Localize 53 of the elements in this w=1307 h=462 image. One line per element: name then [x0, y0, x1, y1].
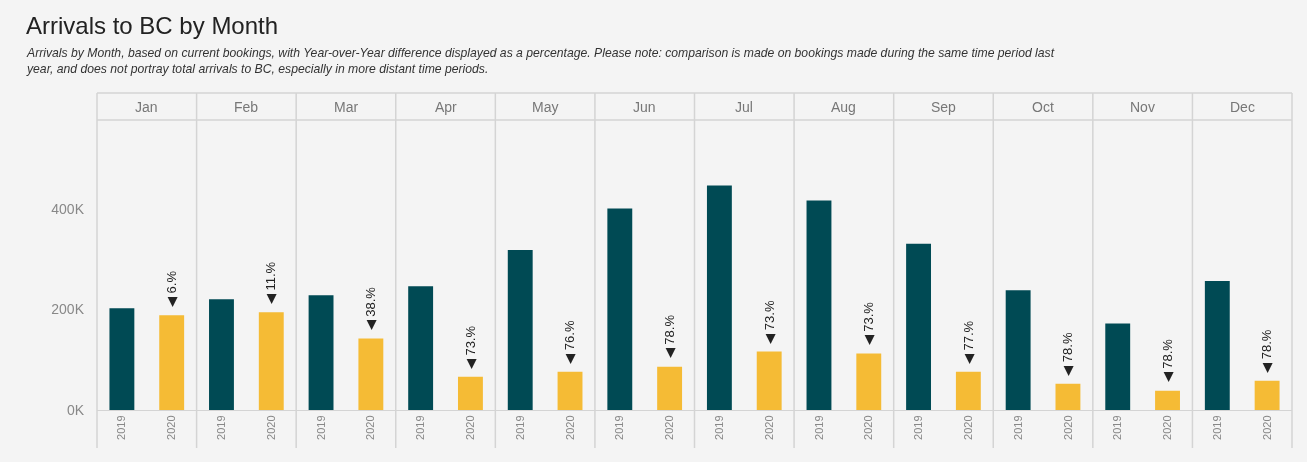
- annotation: ◀ 73.%: [462, 325, 478, 370]
- chart-title: Dec: [1230, 99, 1255, 115]
- x-tick-label: 2020: [1260, 415, 1273, 440]
- annotation: ◀ 77.%: [960, 320, 976, 365]
- annotation: ◀ 11.%: [263, 261, 279, 305]
- annotation: ◀ 78.%: [1060, 332, 1076, 376]
- y-tick-label: 200K: [51, 301, 85, 318]
- x-tick-label: 2020: [464, 415, 477, 440]
- annotation: ◀ 6.%: [164, 270, 180, 308]
- x-tick-label: 2019: [1011, 415, 1024, 440]
- x-tick-label: 2020: [1161, 415, 1174, 440]
- x-tick-label: 2020: [961, 415, 974, 440]
- chart-title: Oct: [1032, 99, 1054, 115]
- x-tick-label: 2019: [513, 415, 526, 440]
- x-tick-label: 2019: [613, 415, 626, 440]
- x-tick-label: 2019: [712, 415, 725, 440]
- chart-title: Sep: [931, 99, 957, 115]
- x-tick-label: 2019: [1210, 415, 1223, 440]
- y-tick-label: 0K: [66, 401, 85, 418]
- chart-title: Jun: [633, 99, 656, 115]
- y-tick-label: 400K: [51, 200, 85, 217]
- x-tick-label: 2020: [165, 415, 178, 440]
- x-tick-label: 2020: [563, 415, 576, 440]
- chart-title: Feb: [234, 99, 259, 115]
- annotation: ◀ 78.%: [661, 314, 677, 359]
- chart-title: Jul: [735, 99, 753, 115]
- x-tick-label: 2020: [364, 415, 377, 440]
- x-tick-label: 2020: [264, 415, 277, 440]
- x-tick-label: 2020: [1061, 415, 1074, 440]
- chart-title: Nov: [1130, 99, 1155, 115]
- x-tick-label: 2019: [414, 415, 427, 440]
- x-tick-label: 2020: [762, 415, 775, 440]
- annotation: ◀ 38.%: [363, 286, 379, 331]
- x-tick-label: 2019: [1111, 415, 1124, 440]
- chart-title: Apr: [435, 99, 458, 115]
- text: Arrivals to BC by Month: [26, 12, 279, 39]
- chart-title: Jan: [135, 99, 158, 115]
- x-tick-label: 2020: [663, 415, 676, 440]
- x-tick-label: 2019: [215, 415, 228, 440]
- annotation: ◀ 73.%: [761, 300, 777, 344]
- x-tick-label: 2019: [812, 415, 825, 440]
- annotation: ◀ 76.%: [562, 320, 578, 364]
- x-tick-label: 2019: [115, 415, 128, 440]
- chart-title: Aug: [831, 99, 856, 115]
- text: Arrivals by Month, based on current bookings, with Year-over-Year difference displayed as a percentage. Please note: comparison is made on bookings made during the same time period last year, and does not portray total arrivals to BC, especially in more distant time periods.: [26, 46, 1055, 76]
- annotation: ◀ 78.%: [1159, 338, 1175, 383]
- x-tick-label: 2019: [314, 415, 327, 440]
- x-tick-label: 2019: [912, 415, 925, 440]
- annotation: ◀ 73.%: [861, 301, 877, 346]
- chart-title: May: [532, 99, 559, 115]
- chart-title: Mar: [334, 99, 359, 115]
- x-tick-label: 2020: [862, 415, 875, 440]
- annotation: ◀ 78.%: [1259, 329, 1275, 373]
